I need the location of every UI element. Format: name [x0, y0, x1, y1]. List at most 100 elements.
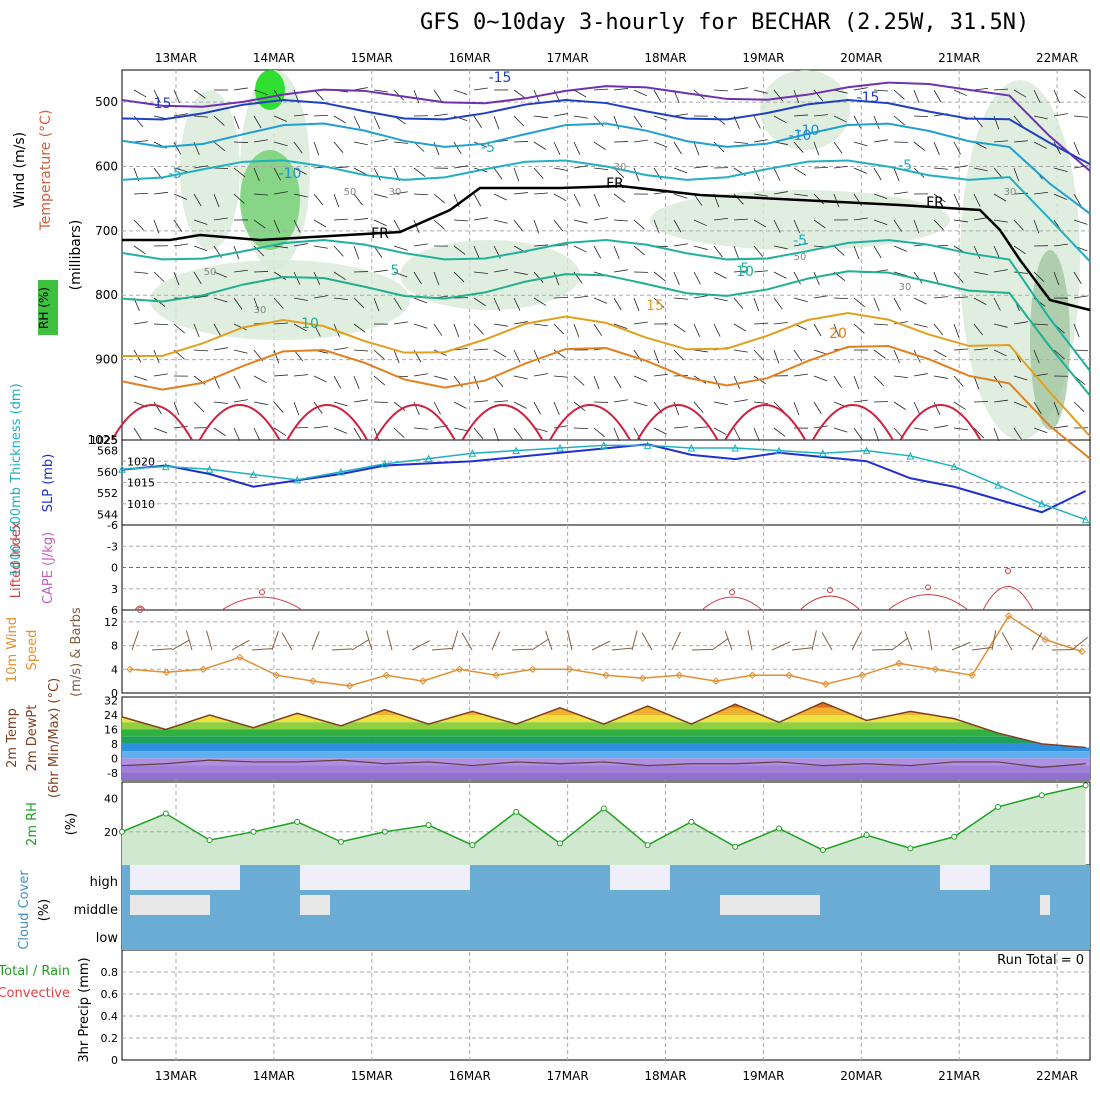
wind-barb — [713, 427, 727, 436]
wind-barb — [953, 348, 968, 351]
wind-barb — [933, 167, 948, 170]
chart-title: GFS 0~10day 3-hourly for BECHAR (2.25W, … — [420, 10, 1030, 35]
wind-barb — [713, 115, 726, 125]
pressure-tick-label: 700 — [95, 224, 118, 238]
wind-barb — [133, 245, 146, 255]
temp-contour-20 — [121, 345, 1091, 460]
wind-barb — [553, 323, 565, 335]
wind-barb — [533, 141, 547, 150]
wind-barb — [573, 219, 588, 224]
wind-speed-point — [675, 671, 683, 679]
wind10-barb — [641, 632, 653, 651]
wind-barb — [813, 141, 820, 156]
wind-barb — [753, 115, 761, 129]
rh2m-point — [688, 818, 695, 825]
wind-barb — [453, 245, 466, 255]
wind-barb — [233, 427, 241, 441]
wind-barb — [813, 166, 829, 169]
wind-barb — [1013, 140, 1028, 143]
lifted-index-curve — [887, 594, 969, 611]
wind-barb — [793, 219, 801, 233]
wind-barb — [673, 219, 682, 233]
temp-tick-label: 16 — [104, 723, 118, 736]
wind-barb — [1033, 427, 1048, 434]
contour-label: -15 — [489, 70, 512, 86]
wind-barb — [233, 193, 245, 204]
wind-barb — [573, 115, 588, 119]
wind-barb — [1053, 271, 1060, 286]
wind-barb — [773, 89, 783, 102]
wind-barb — [333, 218, 348, 221]
precip-tick-label: 0.8 — [101, 966, 119, 979]
wind-barb — [293, 243, 308, 247]
wind-barb — [573, 245, 587, 253]
wind-barb — [553, 401, 560, 416]
date-label-top: 17MAR — [547, 51, 589, 65]
wind-barb — [733, 141, 748, 144]
wind-barb — [913, 401, 921, 415]
wind-barb — [533, 297, 547, 306]
wind10-barb — [491, 631, 501, 651]
wind-barb — [713, 245, 723, 258]
wind-barb — [973, 323, 983, 336]
wind-barb — [673, 167, 688, 174]
wind-barb — [273, 297, 284, 309]
wind-barb — [313, 323, 321, 337]
wind-barb — [173, 193, 188, 200]
ylabel-lifted-index: Lifted Index — [9, 521, 24, 598]
wind-barb — [193, 271, 202, 285]
wind-barb — [493, 427, 500, 442]
temp-contour--5 — [121, 159, 1091, 263]
wind-barb — [253, 427, 261, 441]
temp-tick-label: 24 — [104, 709, 118, 722]
wind-barb — [453, 323, 460, 338]
wind-barb — [813, 401, 822, 415]
thickness-point — [775, 446, 783, 455]
wind-barb — [773, 219, 781, 233]
wind-barb — [433, 271, 440, 286]
lifted-index-curve — [134, 605, 146, 611]
wind-barb — [773, 401, 785, 413]
wind-barb — [973, 217, 988, 221]
wind-barb — [473, 271, 488, 274]
rh-shading — [400, 240, 580, 310]
pressure-tick-label: 600 — [95, 160, 118, 174]
wind-barb — [733, 297, 744, 309]
wind-barb — [833, 115, 847, 123]
run-total-label: Run Total = 0 — [997, 953, 1084, 968]
wind10-barb — [871, 648, 893, 651]
slp-tick-label: 1020 — [127, 455, 155, 468]
wind-barb — [253, 271, 269, 273]
li-tick-label: 6 — [111, 604, 118, 617]
wind-barb — [353, 297, 365, 309]
wind-barb — [393, 271, 408, 278]
wind-barb — [353, 193, 363, 206]
pressure-tick-label: 1025 — [87, 433, 118, 447]
wind-barb — [573, 141, 581, 155]
contour-label: -5 — [481, 140, 495, 156]
cloud-gap-high — [940, 865, 990, 890]
temp-contour-hot — [198, 404, 281, 441]
contour-label: -10 — [789, 128, 812, 144]
wind-barb — [353, 349, 368, 352]
wind-barb — [953, 219, 968, 223]
wind-barb — [293, 426, 309, 429]
wind-barb — [913, 373, 928, 377]
ylabel-temp-b: 2m DewPt — [25, 705, 40, 772]
wind-barb — [213, 271, 228, 278]
wind-barb — [353, 167, 367, 175]
wind-barb — [153, 271, 165, 282]
wind-barb — [973, 167, 988, 172]
contour-label: 30 — [254, 305, 267, 316]
precip-tick-label: 0 — [111, 1054, 118, 1067]
lifted-index-curve — [799, 595, 861, 611]
wind-speed-point — [236, 653, 244, 662]
wind-speed-point — [272, 671, 281, 679]
wind-barb — [253, 401, 268, 405]
wind-barb — [233, 323, 247, 331]
wind-barb — [833, 323, 840, 338]
wind-barb — [353, 375, 360, 390]
wind-barb — [513, 349, 521, 363]
wind-barb — [1073, 271, 1082, 285]
ylabel-cloud-unit: (%) — [37, 899, 52, 922]
